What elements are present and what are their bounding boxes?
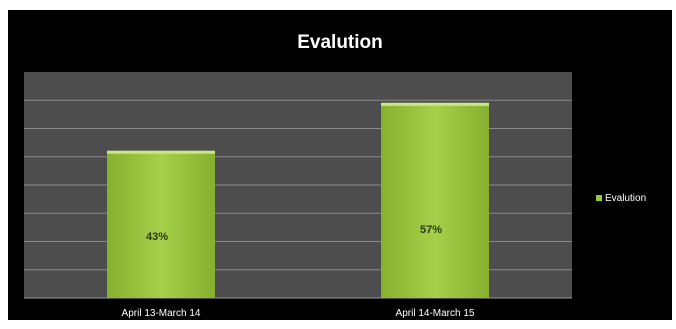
data-label: 43%: [146, 231, 168, 243]
legend-swatch: [596, 195, 602, 201]
bar-top-highlight: [381, 102, 489, 106]
data-label: 57%: [420, 224, 442, 236]
x-axis-ticks: April 13-March 14 April 14-March 15: [122, 308, 475, 319]
x-tick-label: April 14-March 15: [396, 308, 475, 319]
bar-2: [381, 102, 489, 299]
bar-top-highlight: [107, 150, 215, 154]
bar-1: [107, 150, 215, 298]
chart-title: Evalution: [297, 32, 383, 53]
x-tick-label: April 13-March 14: [122, 308, 201, 319]
bars-group: 43% 57%: [107, 102, 489, 299]
plot-area: [24, 72, 572, 299]
legend: Evalution: [596, 193, 646, 204]
legend-label: Evalution: [605, 193, 646, 204]
